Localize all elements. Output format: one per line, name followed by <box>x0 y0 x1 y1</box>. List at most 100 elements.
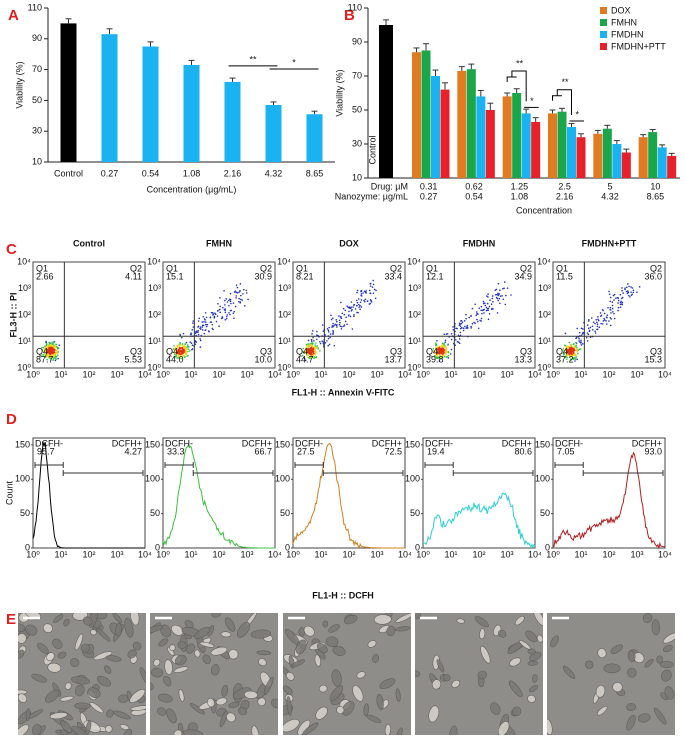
event-dot <box>629 296 631 298</box>
event-dot <box>436 355 439 357</box>
event-dot <box>474 322 476 325</box>
event-dot <box>371 286 374 288</box>
y-tick-label: 100 <box>405 474 420 484</box>
event-dot <box>564 351 567 354</box>
error-bar <box>594 129 601 134</box>
event-dot <box>206 323 209 326</box>
x-tick-label: 10² <box>342 369 355 379</box>
event-dot <box>229 313 231 316</box>
x-tick-label: 10¹ <box>444 369 457 379</box>
event-dot <box>578 340 580 342</box>
event-dot <box>447 354 450 357</box>
event-dot <box>216 315 219 317</box>
event-dot <box>586 340 589 342</box>
event-dot <box>442 356 444 359</box>
event-dot <box>322 341 325 343</box>
event-dot <box>435 348 437 350</box>
event-dot <box>232 302 235 304</box>
event-dot <box>624 288 626 291</box>
event-dot <box>447 344 449 346</box>
event-dot <box>345 316 348 319</box>
quadrant-value: 44.0 <box>166 354 184 364</box>
event-dot <box>486 302 489 305</box>
event-dot <box>617 299 620 302</box>
event-dot <box>360 294 362 297</box>
histogram-curve <box>552 451 666 550</box>
event-dot <box>497 294 499 297</box>
event-dot <box>349 315 352 318</box>
event-dot <box>480 309 482 312</box>
cell <box>70 658 80 668</box>
event-dot <box>638 286 641 288</box>
event-dot <box>356 304 358 307</box>
event-dot <box>582 328 584 330</box>
cell <box>89 702 104 714</box>
event-dot <box>475 314 478 317</box>
x-tick-label: 5 <box>607 181 612 191</box>
x-tick-label: 10² <box>602 369 615 379</box>
y-tick-label: 10⁰ <box>537 362 551 372</box>
event-dot <box>182 354 185 356</box>
event-dot <box>360 290 363 293</box>
quadrant-value: 8.21 <box>296 271 314 281</box>
cell <box>112 613 123 624</box>
event-dot <box>312 336 314 339</box>
event-dot <box>51 354 53 356</box>
event-dot <box>581 343 584 345</box>
event-dot <box>372 283 375 286</box>
event-dot <box>204 319 206 321</box>
event-dot <box>574 341 577 344</box>
cell <box>525 630 538 643</box>
cell <box>291 659 305 668</box>
event-dot <box>450 338 453 341</box>
event-dot <box>365 290 368 292</box>
event-dot <box>564 344 567 347</box>
x-tick-label: 10⁰ <box>26 549 40 559</box>
gate-name: DCFH+ <box>112 438 142 448</box>
event-dot <box>219 305 221 308</box>
event-dot <box>341 325 343 328</box>
event-dot <box>565 358 568 360</box>
event-dot <box>305 343 308 346</box>
event-dot <box>563 350 565 352</box>
bar <box>502 96 512 178</box>
y-tick-label: 0 <box>545 542 550 552</box>
event-dot <box>219 311 222 314</box>
event-dot <box>199 328 202 330</box>
event-dot <box>471 307 474 310</box>
cell <box>174 654 187 666</box>
y-tick-label: 100 <box>535 474 550 484</box>
cell <box>130 613 140 626</box>
gate-name: DCFH+ <box>372 438 402 448</box>
event-dot <box>222 306 224 309</box>
event-dot <box>311 333 313 335</box>
event-dot <box>219 297 221 299</box>
bar <box>142 46 159 162</box>
event-dot <box>207 330 210 332</box>
x-tick-label-2: 8.65 <box>647 191 665 201</box>
event-dot <box>563 353 566 355</box>
bar <box>557 111 567 178</box>
cell <box>173 729 183 735</box>
cell <box>480 645 491 664</box>
event-dot <box>586 324 589 326</box>
event-dot <box>229 298 232 301</box>
event-dot <box>311 330 314 332</box>
error-bar <box>559 107 565 112</box>
event-dot <box>360 306 363 308</box>
error-bar <box>549 109 556 114</box>
cell <box>157 707 167 716</box>
cell <box>160 624 172 638</box>
cell <box>343 614 358 625</box>
x-tick-label: 0.54 <box>142 168 160 178</box>
legend-label: FMDHN <box>611 29 644 39</box>
event-dot <box>214 313 217 316</box>
gate-name: DCFH- <box>165 438 193 448</box>
event-dot <box>223 308 226 311</box>
event-dot <box>307 339 310 342</box>
error-bar <box>442 82 448 90</box>
event-dot <box>189 350 191 352</box>
event-dot <box>338 315 340 317</box>
x-tick-label: 10¹ <box>184 549 197 559</box>
event-dot <box>180 349 182 352</box>
